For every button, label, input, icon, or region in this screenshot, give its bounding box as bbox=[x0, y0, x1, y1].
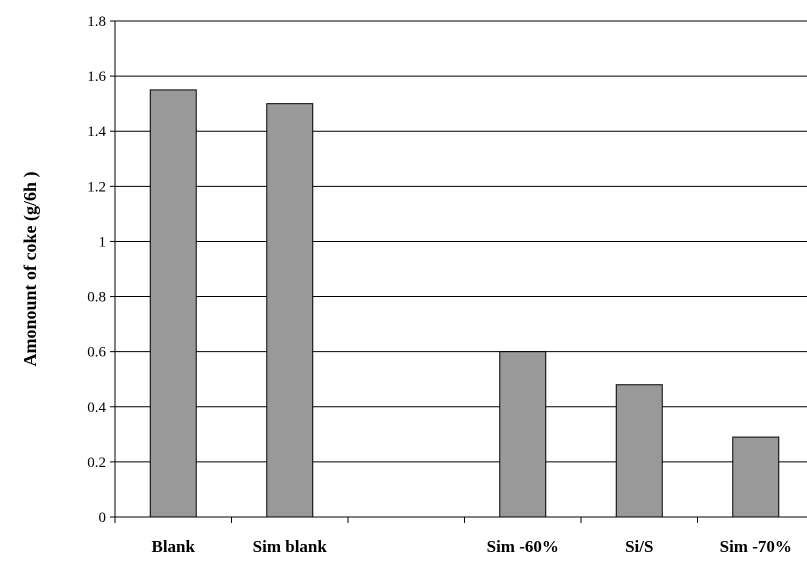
category-label: Sim -70% bbox=[720, 537, 792, 556]
y-tick-label: 1 bbox=[99, 234, 107, 250]
y-tick-label: 0.2 bbox=[87, 455, 106, 471]
bar bbox=[615, 384, 663, 518]
y-axis-label: Amonount of coke (g/6h ) bbox=[20, 171, 41, 366]
gridlines bbox=[110, 20, 807, 518]
y-tick-label: 0.4 bbox=[87, 400, 106, 416]
y-tick-label: 1.4 bbox=[87, 124, 106, 140]
y-tick-label: 0 bbox=[99, 510, 107, 526]
y-tick-label: 0.6 bbox=[87, 345, 106, 361]
bar bbox=[732, 436, 780, 518]
y-tick-labels: 0 0.2 0.4 0.6 0.8 1 1.2 1.4 1.6 1.8 bbox=[87, 14, 106, 526]
y-tick-label: 1.2 bbox=[87, 179, 106, 195]
category-labels: Blank Sim blank Sim -60% Si/S Sim -70% bbox=[152, 537, 792, 556]
category-label: Sim -60% bbox=[487, 537, 559, 556]
bar bbox=[499, 351, 547, 518]
y-tick-label: 0.8 bbox=[87, 290, 106, 306]
category-label: Sim blank bbox=[253, 537, 328, 556]
x-tick-marks bbox=[114, 517, 698, 523]
bars bbox=[149, 89, 780, 518]
category-label: Si/S bbox=[625, 537, 653, 556]
category-label: Blank bbox=[152, 537, 196, 556]
bar bbox=[266, 103, 314, 518]
bar bbox=[149, 89, 197, 518]
y-tick-label: 1.8 bbox=[87, 14, 106, 30]
y-tick-label: 1.6 bbox=[87, 69, 106, 85]
